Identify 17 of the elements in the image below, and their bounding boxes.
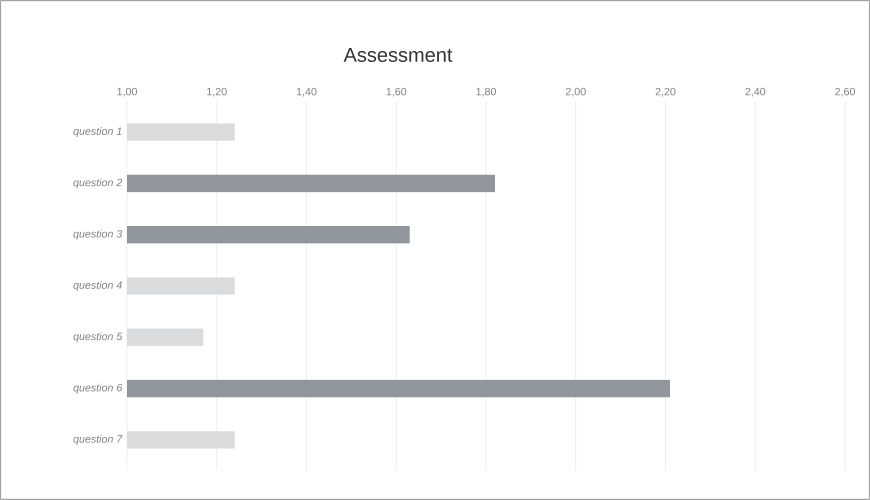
x-tick-label: 2,40 [745,88,766,97]
y-tick-label: question 2 [73,178,122,188]
x-tick-label: 2,20 [656,88,676,97]
y-tick-label: question 6 [73,384,122,394]
y-tick-label: question 5 [73,332,122,342]
x-tick-label: 1,20 [207,88,227,97]
y-tick-label: question 3 [73,230,122,240]
x-tick-label: 2,60 [835,88,855,97]
y-tick-label: question 7 [73,434,123,445]
x-tick-label: 1,60 [386,88,406,97]
y-tick-label: question 4 [73,281,122,291]
x-tick-label: 1,80 [476,88,496,97]
x-tick-label: 1,00 [117,88,137,97]
x-tick-label: 1,40 [296,88,316,97]
chart-title: Assessment [344,48,452,62]
x-tick-label: 2,00 [566,88,586,97]
y-tick-label: question 1 [73,127,122,138]
